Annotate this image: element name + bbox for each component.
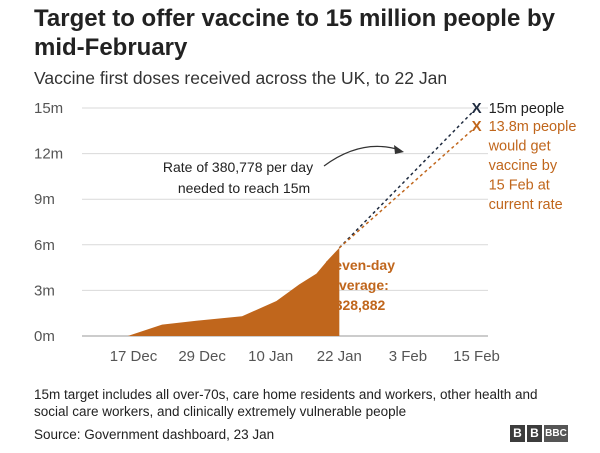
x-tick-label: 10 Jan	[248, 348, 293, 365]
average-annotation: Seven-day average: 328,882	[325, 257, 395, 313]
x-tick-label: 15 Feb	[453, 348, 500, 365]
footnote: 15m target includes all over-70s, care h…	[34, 387, 538, 419]
rate-annotation: Rate of 380,778 per day needed to reach 1…	[163, 159, 313, 196]
rate-annotation-line: needed to reach 15m	[178, 180, 310, 196]
average-annotation-line: average:	[331, 277, 389, 293]
rate-arrowhead	[394, 145, 404, 154]
doses-area	[127, 247, 340, 336]
target-15m-line	[338, 107, 478, 249]
x-tick-label: 17 Dec	[110, 348, 158, 365]
source-line: Source: Government dashboard, 23 Jan	[34, 427, 275, 442]
bbc-logo: B B BBC	[510, 425, 568, 443]
projection-label-line: would get	[488, 139, 551, 155]
chart-subtitle: Vaccine first doses received across the …	[34, 68, 448, 88]
chart-title: Target to offer vaccine to 15 million pe…	[34, 5, 555, 61]
logo-block-2: B	[527, 425, 542, 442]
projection-label-line: current rate	[489, 197, 563, 213]
x-tick-label: 29 Dec	[178, 348, 226, 365]
target-15m-label: 15m people	[489, 101, 565, 117]
logo-block-3: BBC	[544, 425, 568, 442]
y-tick-label: 15m	[34, 100, 63, 117]
projection-label-line: 15 Feb at	[489, 178, 550, 194]
y-tick-label: 9m	[34, 191, 55, 208]
y-tick-label: 0m	[34, 328, 55, 345]
y-tick-label: 12m	[34, 146, 63, 163]
projection-label-line: 13.8m people	[489, 119, 577, 135]
rate-arrow	[323, 145, 401, 167]
projection-label: 13.8m people would get vaccine by 15 Feb at…	[488, 119, 577, 213]
y-tick-label: 6m	[34, 237, 55, 254]
target-15m-marker: X	[472, 100, 482, 117]
projection-marker: X	[472, 118, 482, 135]
average-annotation-line: Seven-day	[325, 257, 395, 273]
x-tick-label: 22 Jan	[317, 348, 362, 365]
logo-block-1: B	[510, 425, 525, 442]
rate-annotation-line: Rate of 380,778 per day	[163, 159, 313, 175]
projection-line	[338, 125, 478, 249]
chart-canvas: 0m 3m 6m 9m 12m 15m 17 Dec 29 Dec 10 Jan 22 Jan 3…	[34, 100, 577, 365]
y-tick-label: 3m	[34, 282, 55, 299]
average-annotation-line: 328,882	[335, 297, 386, 313]
x-tick-label: 3 Feb	[389, 348, 427, 365]
projection-label-line: vaccine by	[489, 158, 558, 174]
